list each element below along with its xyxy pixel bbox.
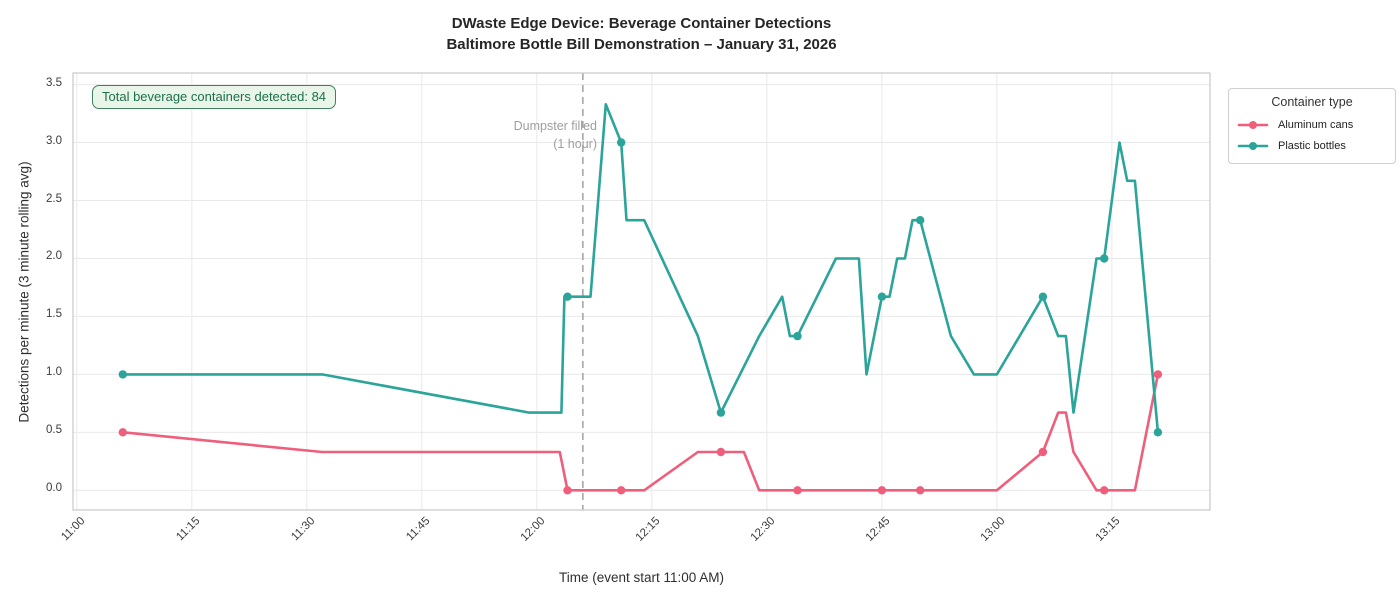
chart-title: DWaste Edge Device: Beverage Container D…: [73, 13, 1210, 55]
series-marker-plastic-bottles: [563, 292, 572, 301]
y-tick-label: 0.5: [46, 424, 62, 437]
series-marker-aluminum-cans: [1153, 370, 1163, 379]
series-marker-aluminum-cans: [916, 486, 925, 495]
series-marker-plastic-bottles: [1100, 254, 1109, 263]
y-tick-label: 1.0: [46, 366, 62, 379]
series-marker-plastic-bottles: [617, 138, 626, 147]
plot-border: [72, 72, 1211, 511]
series-marker-plastic-bottles: [916, 216, 925, 225]
series-marker-plastic-bottles: [716, 408, 726, 417]
series-marker-aluminum-cans: [1038, 447, 1048, 457]
legend-entry: Plastic bottles: [1237, 135, 1387, 156]
chart-title-line1: DWaste Edge Device: Beverage Container D…: [451, 15, 832, 32]
y-tick-label: 2.5: [46, 192, 62, 205]
y-tick-label: 3.0: [46, 134, 62, 147]
series-marker-plastic-bottles: [118, 370, 128, 379]
y-tick-label: 2.0: [46, 250, 62, 263]
legend-box: Container type Aluminum cans Plastic bott…: [1228, 88, 1396, 164]
annotation-line1: Dumpster filled: [513, 119, 597, 133]
legend-swatch-line-icon: [1237, 120, 1269, 129]
series-marker-plastic-bottles: [793, 331, 802, 341]
legend-entry-label: Aluminum cans: [1278, 118, 1354, 131]
chart-title-line2: Baltimore Bottle Bill Demonstration – Ja…: [446, 36, 837, 53]
series-marker-aluminum-cans: [118, 428, 128, 437]
legend-swatch-line-icon: [1237, 141, 1269, 150]
series-marker-aluminum-cans: [1100, 486, 1109, 495]
series-marker-aluminum-cans: [563, 486, 572, 495]
y-axis-label: Detections per minute (3 minute rolling …: [16, 161, 32, 423]
legend-title: Container type: [1271, 95, 1353, 109]
series-marker-aluminum-cans: [877, 486, 887, 495]
dumpster-filled-annotation: Dumpster filled (1 hour): [514, 117, 597, 153]
series-line-plastic-bottles: [121, 103, 1160, 434]
y-tick-label: 0.0: [46, 482, 62, 495]
series-marker-aluminum-cans: [793, 486, 802, 495]
series-marker-aluminum-cans: [617, 486, 626, 495]
legend-entry: Aluminum cans: [1237, 114, 1387, 135]
y-tick-label: 3.5: [46, 76, 62, 89]
y-tick-label: 1.5: [46, 308, 62, 321]
legend-entry-label: Plastic bottles: [1278, 139, 1346, 152]
series-marker-aluminum-cans: [716, 447, 726, 457]
total-detections-badge: Total beverage containers detected: 84: [92, 85, 337, 109]
x-axis-label: Time (event start 11:00 AM): [558, 570, 725, 585]
series-marker-plastic-bottles: [1153, 428, 1163, 437]
series-marker-plastic-bottles: [1038, 292, 1048, 301]
legend-entries: Aluminum cans Plastic bottles: [1237, 114, 1387, 156]
annotation-line2: (1 hour): [553, 137, 597, 152]
series-marker-plastic-bottles: [877, 292, 887, 301]
